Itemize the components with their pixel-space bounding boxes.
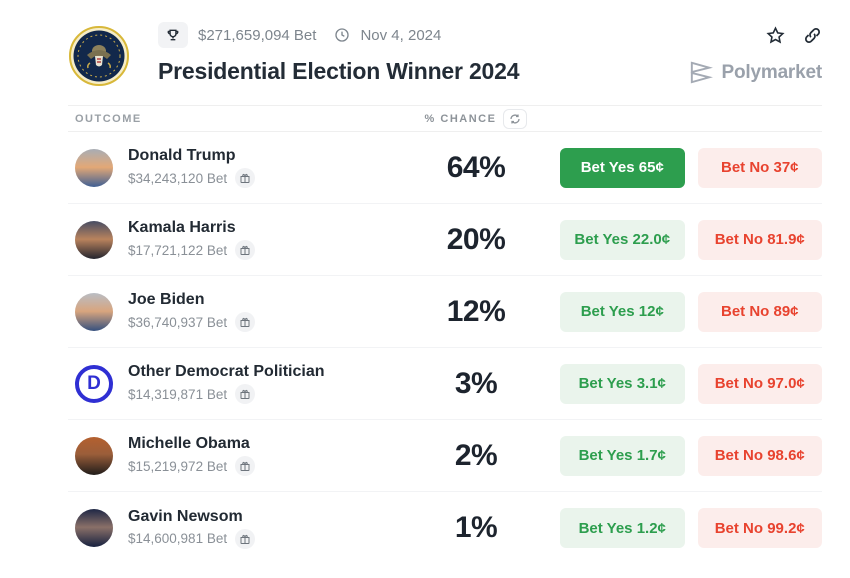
outcome-bet-line: $14,319,871 Bet — [128, 384, 392, 404]
gift-icon — [235, 312, 256, 332]
outcome-info: Michelle Obama $15,219,972 Bet — [128, 435, 392, 476]
bet-no-button[interactable]: Bet No 98.6¢ — [697, 435, 822, 476]
bet-buttons: Bet Yes 3.1¢ Bet No 97.0¢ — [560, 363, 822, 404]
bet-no-button[interactable]: Bet No 99.2¢ — [697, 508, 822, 548]
outcome-info: Other Democrat Politician $14,319,871 Be… — [128, 363, 392, 404]
outcome-avatar — [75, 148, 113, 187]
polymarket-brand-text: Polymarket — [721, 61, 823, 83]
outcome-list: Donald Trump $34,243,120 Bet 64% Bet Yes… — [68, 132, 822, 564]
bet-buttons: Bet Yes 1.2¢ Bet No 99.2¢ — [560, 508, 822, 548]
outcome-info: Gavin Newsom $14,600,981 Bet — [128, 508, 392, 549]
clock-icon — [334, 27, 350, 43]
bet-buttons: Bet Yes 1.7¢ Bet No 98.6¢ — [560, 435, 822, 476]
outcome-name: Gavin Newsom — [128, 507, 243, 525]
outcome-chance: 12% — [446, 294, 506, 328]
outcome-bet-line: $15,219,972 Bet — [128, 456, 392, 476]
outcome-bet-line: $14,600,981 Bet — [128, 528, 392, 549]
total-bet-volume: $271,659,094 Bet — [198, 26, 317, 44]
gift-icon — [235, 456, 256, 476]
header-main: $271,659,094 Bet Nov 4, 2024 Presidentia… — [158, 22, 687, 85]
outcome-chance: 64% — [446, 150, 506, 184]
bet-yes-button[interactable]: Bet Yes 65¢ — [560, 147, 685, 188]
outcome-row: D Other Democrat Politician $14,319,871 … — [68, 348, 822, 420]
outcome-info: Donald Trump $34,243,120 Bet — [128, 147, 392, 188]
presidential-seal-avatar — [68, 25, 130, 87]
refresh-icon[interactable] — [503, 108, 528, 129]
presidential-seal-icon — [69, 26, 129, 86]
page-title: Presidential Election Winner 2024 — [158, 58, 520, 84]
chance-column-header: % CHANCE — [392, 108, 560, 129]
outcome-name: Michelle Obama — [128, 435, 250, 452]
outcome-avatar — [75, 509, 113, 547]
star-icon[interactable] — [766, 26, 785, 45]
outcome-name: Kamala Harris — [128, 219, 236, 236]
outcome-name: Other Democrat Politician — [128, 363, 325, 380]
market-header: $271,659,094 Bet Nov 4, 2024 Presidentia… — [0, 0, 850, 87]
gift-icon — [235, 384, 256, 404]
outcome-column-header: OUTCOME — [75, 112, 142, 125]
bet-yes-button[interactable]: Bet Yes 1.7¢ — [560, 435, 685, 476]
header-right: Polymarket — [687, 22, 822, 86]
gift-icon — [235, 528, 256, 549]
bet-no-button[interactable]: Bet No 97.0¢ — [697, 363, 822, 404]
bet-no-button[interactable]: Bet No 81.9¢ — [697, 219, 822, 260]
outcome-bet-line: $36,740,937 Bet — [128, 312, 392, 332]
outcome-avatar — [75, 292, 113, 331]
outcome-avatar: D — [75, 364, 113, 403]
header-action-icons — [766, 26, 822, 45]
outcome-row: Joe Biden $36,740,937 Bet 12% Bet Yes 12… — [68, 276, 822, 348]
outcome-bet-amount: $17,721,122 Bet — [128, 242, 228, 258]
outcome-info: Joe Biden $36,740,937 Bet — [128, 291, 392, 332]
outcome-name: Joe Biden — [128, 291, 205, 308]
market-meta-row: $271,659,094 Bet Nov 4, 2024 — [158, 22, 687, 48]
outcome-chance: 2% — [454, 438, 498, 472]
outcome-avatar — [75, 220, 113, 259]
bet-yes-button[interactable]: Bet Yes 1.2¢ — [560, 508, 685, 548]
polymarket-logo-icon — [690, 61, 713, 84]
bet-buttons: Bet Yes 65¢ Bet No 37¢ — [560, 147, 822, 188]
outcome-row: Donald Trump $34,243,120 Bet 64% Bet Yes… — [68, 132, 822, 204]
outcome-bet-amount: $14,319,871 Bet — [128, 386, 228, 402]
outcome-chance: 3% — [454, 366, 498, 400]
outcome-name: Donald Trump — [128, 147, 236, 164]
outcome-avatar — [75, 436, 113, 475]
bet-buttons: Bet Yes 22.0¢ Bet No 81.9¢ — [560, 219, 822, 260]
trophy-icon — [158, 22, 188, 48]
chance-column-label: % CHANCE — [424, 112, 497, 125]
bet-no-button[interactable]: Bet No 37¢ — [697, 147, 822, 188]
outcome-bet-line: $17,721,122 Bet — [128, 240, 392, 260]
bet-yes-button[interactable]: Bet Yes 22.0¢ — [560, 219, 685, 260]
outcome-chance: 1% — [454, 511, 498, 544]
outcome-bet-amount: $34,243,120 Bet — [128, 170, 228, 186]
outcome-row: Michelle Obama $15,219,972 Bet 2% Bet Ye… — [68, 420, 822, 492]
avatar-letter: D — [87, 373, 101, 394]
bet-yes-button[interactable]: Bet Yes 12¢ — [560, 291, 685, 332]
outcome-row: Gavin Newsom $14,600,981 Bet 1% Bet Yes … — [68, 492, 822, 564]
market-end-date: Nov 4, 2024 — [360, 26, 442, 44]
outcome-bet-amount: $36,740,937 Bet — [128, 314, 228, 330]
outcome-bet-line: $34,243,120 Bet — [128, 168, 392, 188]
outcome-row: Kamala Harris $17,721,122 Bet 20% Bet Ye… — [68, 204, 822, 276]
outcome-info: Kamala Harris $17,721,122 Bet — [128, 219, 392, 260]
bet-yes-button[interactable]: Bet Yes 3.1¢ — [560, 363, 685, 404]
outcome-bet-amount: $14,600,981 Bet — [128, 531, 228, 546]
bet-buttons: Bet Yes 12¢ Bet No 89¢ — [560, 291, 822, 332]
gift-icon — [235, 168, 256, 188]
polymarket-brand[interactable]: Polymarket — [687, 59, 822, 86]
link-icon[interactable] — [803, 26, 822, 45]
table-header: OUTCOME % CHANCE — [68, 105, 822, 132]
outcome-chance: 20% — [446, 222, 506, 256]
bet-no-button[interactable]: Bet No 89¢ — [697, 291, 822, 332]
gift-icon — [235, 240, 256, 260]
outcome-bet-amount: $15,219,972 Bet — [128, 458, 228, 474]
